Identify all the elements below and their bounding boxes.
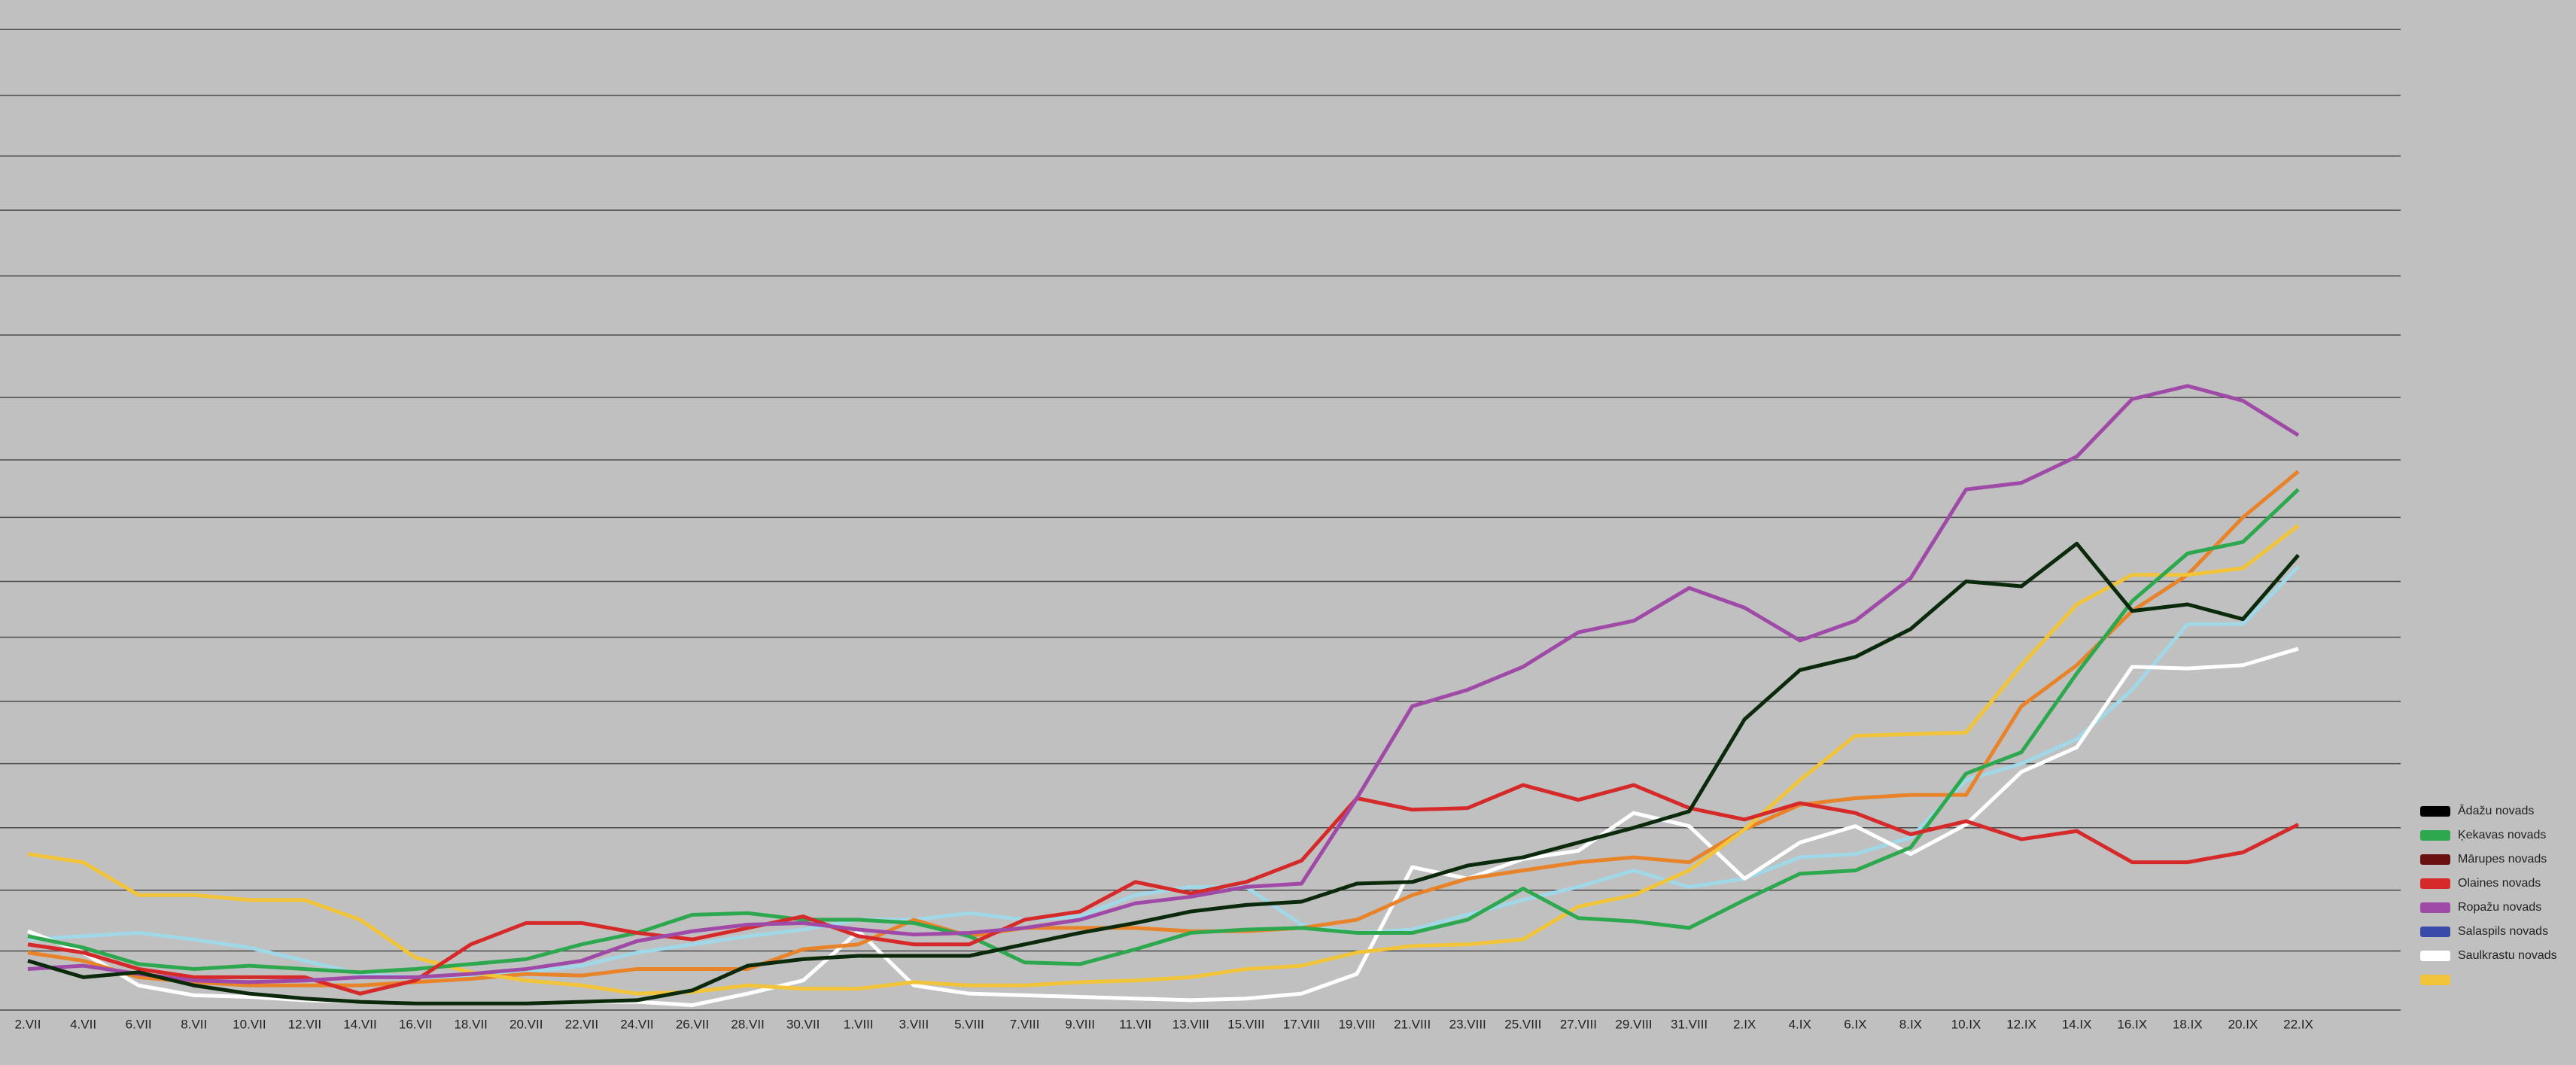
x-tick-label: 9.VIII — [1065, 1017, 1095, 1031]
legend-label: Ķekavas novads — [2458, 829, 2546, 841]
x-tick-label: 27.VIII — [1560, 1017, 1597, 1031]
x-tick-label: 14.VII — [343, 1017, 376, 1031]
legend-swatch — [2420, 806, 2450, 817]
x-tick-label: 3.VIII — [899, 1017, 929, 1031]
x-tick-label: 23.VIII — [1449, 1017, 1486, 1031]
legend-label: Saulkrastu novads — [2458, 949, 2557, 962]
series-line — [27, 384, 2300, 984]
legend-label: Ropažu novads — [2458, 901, 2541, 914]
x-tick-label: 24.VII — [620, 1017, 653, 1031]
x-tick-label: 22.VII — [565, 1017, 598, 1031]
x-tick-label: 2.VII — [15, 1017, 41, 1031]
x-tick-label: 8.IX — [1899, 1017, 1922, 1031]
series-line — [27, 488, 2300, 975]
x-tick-label: 12.IX — [2006, 1017, 2036, 1031]
legend-swatch — [2420, 927, 2450, 937]
x-tick-label: 16.IX — [2117, 1017, 2147, 1031]
x-tick-label: 8.VII — [181, 1017, 207, 1031]
x-tick-label: 21.VIII — [1394, 1017, 1431, 1031]
series-line — [27, 541, 2300, 1006]
x-tick-label: 10.VII — [233, 1017, 266, 1031]
x-tick-label: 4.VII — [70, 1017, 96, 1031]
x-tick-label: 22.IX — [2283, 1017, 2313, 1031]
legend-label: Mārupes novads — [2458, 853, 2547, 866]
x-tick-label: 14.IX — [2062, 1017, 2092, 1031]
x-tick-label: 17.VIII — [1283, 1017, 1320, 1031]
legend-swatch — [2420, 854, 2450, 865]
series-line — [27, 524, 2300, 996]
legend-label: Salaspils novads — [2458, 925, 2548, 938]
x-tick-label: 20.VII — [509, 1017, 543, 1031]
x-tick-label: 25.VIII — [1504, 1017, 1541, 1031]
x-tick-label: 28.VII — [731, 1017, 764, 1031]
x-tick-label: 4.IX — [1789, 1017, 1811, 1031]
x-tick-label: 18.IX — [2173, 1017, 2203, 1031]
legend-swatch — [2420, 951, 2450, 961]
x-tick-label: 19.VIII — [1338, 1017, 1375, 1031]
legend-label: Olaines novads — [2458, 877, 2541, 890]
x-tick-label: 6.IX — [1844, 1017, 1866, 1031]
legend-swatch — [2420, 975, 2450, 985]
legend-swatch — [2420, 830, 2450, 841]
x-tick-label: 7.VIII — [1010, 1017, 1040, 1031]
series-line — [27, 783, 2300, 996]
x-tick-label: 13.VIII — [1172, 1017, 1209, 1031]
x-tick-label: 6.VII — [126, 1017, 152, 1031]
x-tick-label: 11.VII — [1119, 1017, 1151, 1031]
x-tick-label: 30.VII — [786, 1017, 820, 1031]
legend-swatch — [2420, 902, 2450, 913]
x-tick-label: 20.IX — [2228, 1017, 2258, 1031]
x-tick-label: 15.VIII — [1227, 1017, 1264, 1031]
legend-label: Ādažu novads — [2458, 804, 2534, 817]
x-tick-label: 1.VIII — [844, 1017, 874, 1031]
x-tick-label: 26.VII — [676, 1017, 709, 1031]
x-tick-label: 29.VIII — [1615, 1017, 1652, 1031]
x-tick-label: 2.IX — [1733, 1017, 1756, 1031]
x-tick-label: 10.IX — [1951, 1017, 1981, 1031]
x-tick-label: 5.VIII — [954, 1017, 984, 1031]
x-tick-label: 16.VII — [399, 1017, 432, 1031]
x-tick-label: 18.VII — [454, 1017, 487, 1031]
x-tick-label: 31.VIII — [1671, 1017, 1708, 1031]
x-tick-label: 12.VII — [288, 1017, 321, 1031]
legend-swatch — [2420, 878, 2450, 889]
